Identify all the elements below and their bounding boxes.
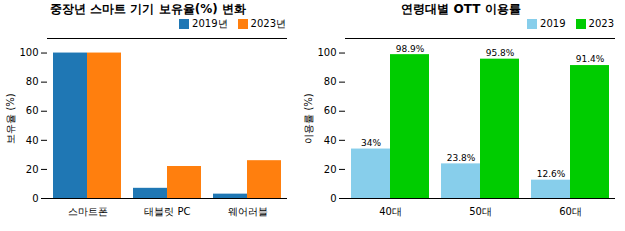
html-text:연령대별 OTT 이용률: 연령대별 OTT 이용률	[401, 2, 521, 16]
svg-text:40: 40	[324, 135, 337, 146]
svg-text:34%: 34%	[361, 138, 381, 148]
svg-text:60: 60	[26, 105, 39, 116]
svg-text:60: 60	[324, 105, 337, 116]
svg-text:95.8%: 95.8%	[486, 48, 515, 58]
svg-text:보유율 (%): 보유율 (%)	[5, 93, 16, 144]
svg-text:80: 80	[26, 76, 39, 87]
svg-text:40대: 40대	[379, 206, 402, 217]
svg-text:40: 40	[26, 135, 39, 146]
svg-text:98.9%: 98.9%	[396, 44, 425, 54]
svg-text:이용률 (%): 이용률 (%)	[303, 93, 314, 144]
html-text:2019년: 2019년	[192, 18, 228, 29]
html-text:2019: 2019	[540, 18, 566, 29]
svg-text:20: 20	[26, 164, 39, 175]
html-text:2023: 2023	[588, 18, 614, 29]
svg-text:0: 0	[330, 193, 336, 204]
svg-text:23.8%: 23.8%	[447, 153, 476, 163]
html-text:중장년 스마트 기기 보유율(%) 변화: 중장년 스마트 기기 보유율(%) 변화	[50, 2, 246, 16]
svg-text:웨어러블: 웨어러블	[228, 206, 268, 217]
svg-text:80: 80	[324, 76, 337, 87]
svg-text:60대: 60대	[559, 206, 582, 217]
html-text:2023년: 2023년	[250, 18, 286, 29]
svg-text:0: 0	[32, 193, 38, 204]
svg-text:태블릿 PC: 태블릿 PC	[144, 206, 190, 217]
svg-text:12.6%: 12.6%	[537, 169, 566, 179]
svg-text:100: 100	[317, 47, 336, 58]
svg-text:20: 20	[324, 164, 337, 175]
svg-text:100: 100	[19, 47, 38, 58]
svg-text:91.4%: 91.4%	[576, 54, 605, 64]
svg-text:스마트폰: 스마트폰	[68, 206, 108, 217]
svg-text:50대: 50대	[469, 206, 492, 217]
